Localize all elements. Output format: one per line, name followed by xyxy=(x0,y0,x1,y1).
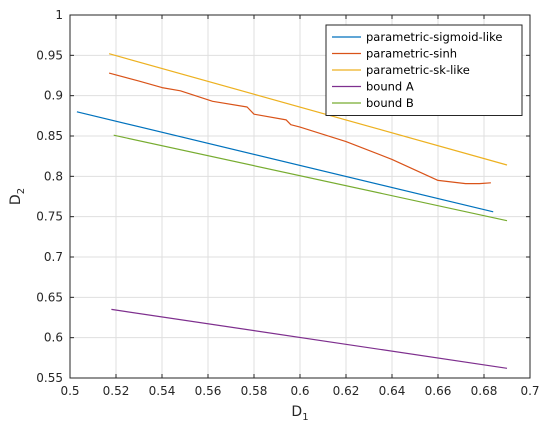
x-tick-label: 0.6 xyxy=(290,384,309,398)
series-line-bound-b xyxy=(113,134,508,222)
y-axis-label: D2 xyxy=(8,188,27,205)
y-tick-label: 1 xyxy=(55,8,63,22)
x-tick-label: 0.62 xyxy=(333,384,360,398)
legend-label-parametric-sigmoid-like: parametric-sigmoid-like xyxy=(366,30,502,44)
x-tick-label: 0.54 xyxy=(149,384,176,398)
y-tick-label: 0.65 xyxy=(36,290,63,304)
x-axis-label: D1 xyxy=(291,404,308,423)
series-line-parametric-sinh xyxy=(108,72,491,185)
y-tick-label: 0.6 xyxy=(44,331,63,345)
x-tick-label: 0.64 xyxy=(379,384,406,398)
y-tick-label: 0.85 xyxy=(36,129,63,143)
legend-label-bound-a: bound A xyxy=(366,80,414,94)
x-tick-label: 0.56 xyxy=(195,384,222,398)
x-tick-label: 0.66 xyxy=(425,384,452,398)
legend-label-parametric-sk-like: parametric-sk-like xyxy=(366,63,470,77)
series-layer xyxy=(76,53,508,369)
y-tick-label: 0.95 xyxy=(36,48,63,62)
ticks: 0.5 0.52 0.54 0.56 0.58 0.6 0.62 0.64 0.66 0.68 0.… xyxy=(36,8,539,398)
series-line-parametric-sigmoid-like xyxy=(76,111,494,213)
series-line-bound-a xyxy=(111,308,508,369)
y-axis-label-subscript: 2 xyxy=(16,188,27,194)
legend: parametric-sigmoid-like parametric-sinh pa… xyxy=(325,24,523,116)
x-tick-label: 0.52 xyxy=(103,384,130,398)
x-tick-label: 0.5 xyxy=(60,384,79,398)
y-axis-label-main: D xyxy=(8,194,24,205)
series-line-parametric-sk-like xyxy=(108,53,508,166)
y-tick-label: 0.55 xyxy=(36,371,63,385)
x-tick-label: 0.7 xyxy=(520,384,539,398)
y-tick-label: 0.8 xyxy=(44,169,63,183)
x-tick-label: 0.68 xyxy=(471,384,498,398)
x-axis-label-subscript: 1 xyxy=(302,412,308,423)
legend-label-bound-b: bound B xyxy=(366,96,414,110)
x-axis-label-main: D xyxy=(291,404,302,420)
y-tick-label: 0.75 xyxy=(36,210,63,224)
x-tick-label: 0.58 xyxy=(241,384,268,398)
y-tick-label: 0.9 xyxy=(44,89,63,103)
legend-label-parametric-sinh: parametric-sinh xyxy=(366,47,457,61)
y-tick-label: 0.7 xyxy=(44,250,63,264)
